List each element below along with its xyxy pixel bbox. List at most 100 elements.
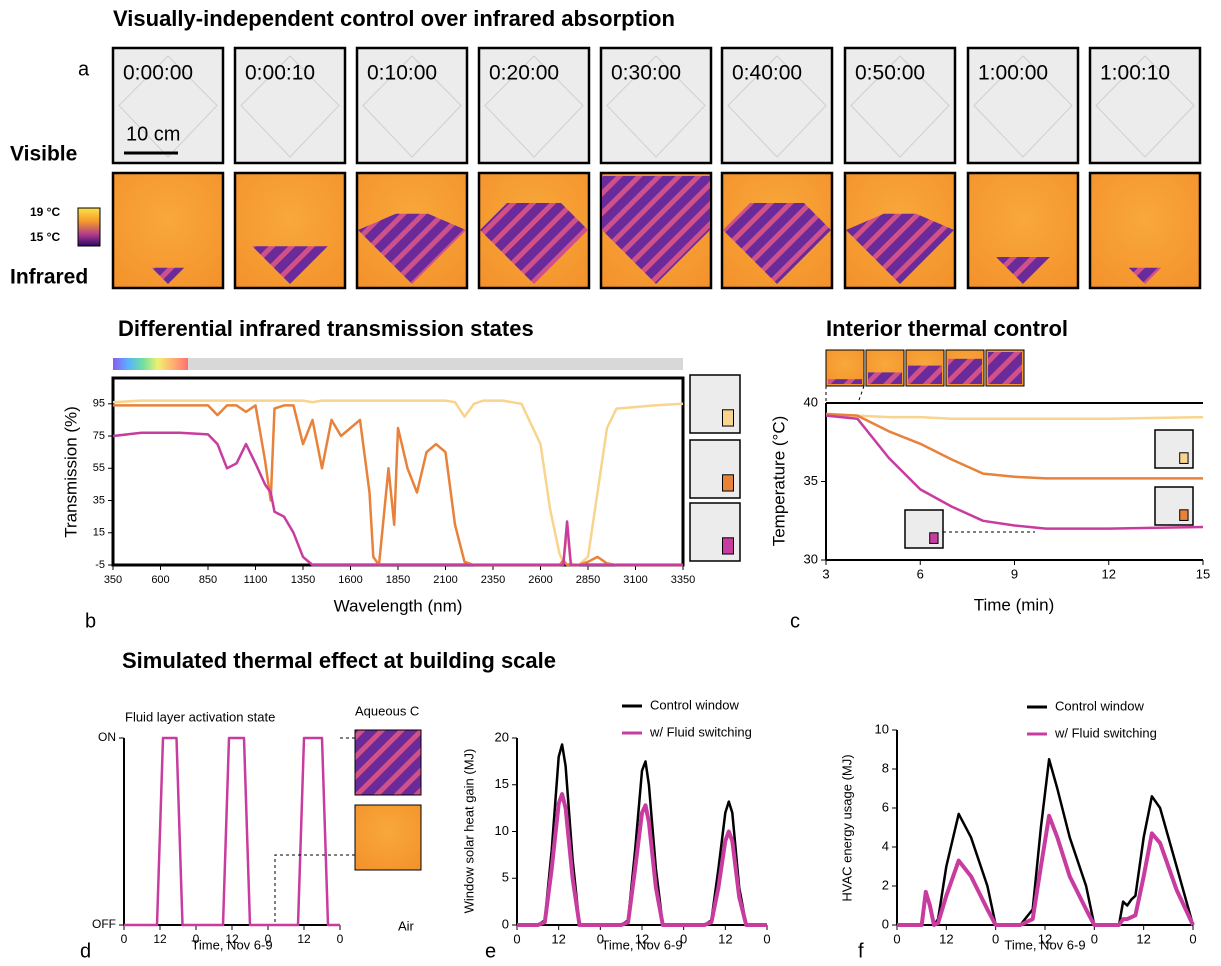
- timestamp: 0:00:00: [123, 62, 193, 85]
- x-tick-label: 3100: [623, 574, 647, 586]
- y-tick-label: 95: [93, 398, 105, 410]
- x-tick-label: 850: [199, 574, 217, 586]
- visible-image: [966, 46, 1080, 165]
- colorbar-label: 15 °C: [30, 230, 60, 244]
- colorbar: [77, 207, 101, 247]
- sample-outline: [484, 55, 584, 158]
- y-tick-label: 4: [882, 838, 889, 853]
- data-line: [825, 414, 1204, 530]
- sample-outline: [362, 55, 462, 158]
- row-label: Visible: [10, 143, 77, 166]
- spectrum-bar: [113, 358, 188, 370]
- thumb-stripes: [868, 372, 902, 384]
- x-tick-label: 12: [1102, 566, 1116, 581]
- y-tick-label: 30: [804, 551, 818, 566]
- visible-image: [843, 46, 957, 165]
- x-tick-label: 0: [992, 931, 999, 946]
- sample-outline: [606, 55, 706, 158]
- inset-swatch: [1179, 509, 1189, 521]
- y-tick-label: 15: [495, 776, 509, 791]
- panel-label: e: [485, 940, 496, 962]
- x-tick-label: 12: [297, 932, 311, 946]
- y-tick-label: 0: [502, 916, 509, 931]
- visible-image: [477, 46, 591, 165]
- x-tick-label: 12: [635, 931, 649, 946]
- panel-label: c: [790, 610, 800, 632]
- y-tick-label: 5: [502, 870, 509, 885]
- legend-label: w/ Fluid switching: [649, 724, 752, 739]
- row-label: Infrared: [10, 266, 88, 289]
- y-tick-label: 35: [804, 473, 818, 488]
- active-region: [358, 213, 466, 284]
- x-tick-label: 12: [718, 931, 732, 946]
- x-axis-label: Time, Nov 6-9: [1004, 937, 1085, 952]
- data-line: [112, 431, 683, 567]
- x-tick-label: 0: [193, 932, 200, 946]
- x-tick-label: 6: [917, 566, 924, 581]
- sample-outline: [727, 55, 827, 158]
- visible-image: [233, 46, 347, 165]
- y-axis-label: HVAC energy usage (MJ): [839, 754, 854, 901]
- y-tick-label: ON: [98, 730, 116, 744]
- sample-outline: [850, 55, 950, 158]
- x-tick-label: 12: [225, 932, 239, 946]
- active-region: [996, 257, 1050, 284]
- visible-image: [720, 46, 834, 165]
- section-title: Simulated thermal effect at building sca…: [122, 648, 556, 673]
- y-tick-label: 55: [93, 462, 105, 474]
- active-region: [602, 176, 710, 284]
- y-axis-label: Temperature (°C): [769, 416, 788, 547]
- x-axis-label: Time, Nov 6-9: [191, 937, 272, 952]
- x-tick-label: 12: [939, 931, 953, 946]
- data-line: [897, 813, 1195, 927]
- x-tick-label: 3350: [671, 574, 695, 586]
- panel-label: f: [858, 940, 864, 962]
- thumb-stripes: [948, 358, 982, 384]
- timestamp: 0:40:00: [732, 62, 802, 85]
- timestamp: 0:10:00: [367, 62, 437, 85]
- x-axis-label: Wavelength (nm): [334, 596, 463, 615]
- x-tick-label: 12: [153, 932, 167, 946]
- x-tick-label: 1350: [291, 574, 315, 586]
- y-tick-label: 35: [93, 494, 105, 506]
- active-region: [252, 246, 328, 284]
- spectrum-bar: [188, 358, 683, 370]
- x-tick-label: 0: [597, 931, 604, 946]
- x-tick-label: 0: [763, 931, 770, 946]
- annotation: Aqueous C: [355, 703, 419, 718]
- x-axis-label: Time, Nov 6-9: [601, 937, 682, 952]
- active-region: [1128, 267, 1162, 284]
- thumb-stripes: [828, 379, 862, 384]
- y-tick-label: 2: [882, 877, 889, 892]
- sample-outline: [240, 55, 340, 158]
- x-tick-label: 1600: [338, 574, 362, 586]
- y-tick-label: 0: [882, 916, 889, 931]
- x-tick-label: 0: [337, 932, 344, 946]
- panel-label: b: [85, 610, 96, 632]
- x-tick-label: 1100: [244, 574, 268, 586]
- y-tick-label: OFF: [92, 917, 116, 931]
- data-line: [517, 792, 767, 927]
- y-tick-label: 10: [495, 823, 509, 838]
- x-tick-label: 12: [1136, 931, 1150, 946]
- annotation: Air: [398, 918, 415, 933]
- inset-swatch: [929, 532, 939, 544]
- sample-outline: [973, 55, 1073, 158]
- visible-image: [111, 46, 225, 165]
- timestamp: 0:30:00: [611, 62, 681, 85]
- x-tick-label: 12: [551, 931, 565, 946]
- x-tick-label: 350: [104, 574, 122, 586]
- timestamp: 0:50:00: [855, 62, 925, 85]
- x-tick-label: 0: [265, 932, 272, 946]
- inset-air: [354, 804, 422, 871]
- x-tick-label: 2350: [481, 574, 505, 586]
- active-region: [480, 203, 588, 284]
- y-tick-label: -5: [95, 559, 105, 571]
- inset-swatch: [722, 537, 734, 555]
- data-line: [124, 736, 340, 927]
- data-line: [825, 412, 1204, 420]
- y-tick-label: 75: [93, 430, 105, 442]
- active-region: [151, 267, 185, 284]
- panel-a-title: Visually-independent control over infrar…: [113, 6, 675, 31]
